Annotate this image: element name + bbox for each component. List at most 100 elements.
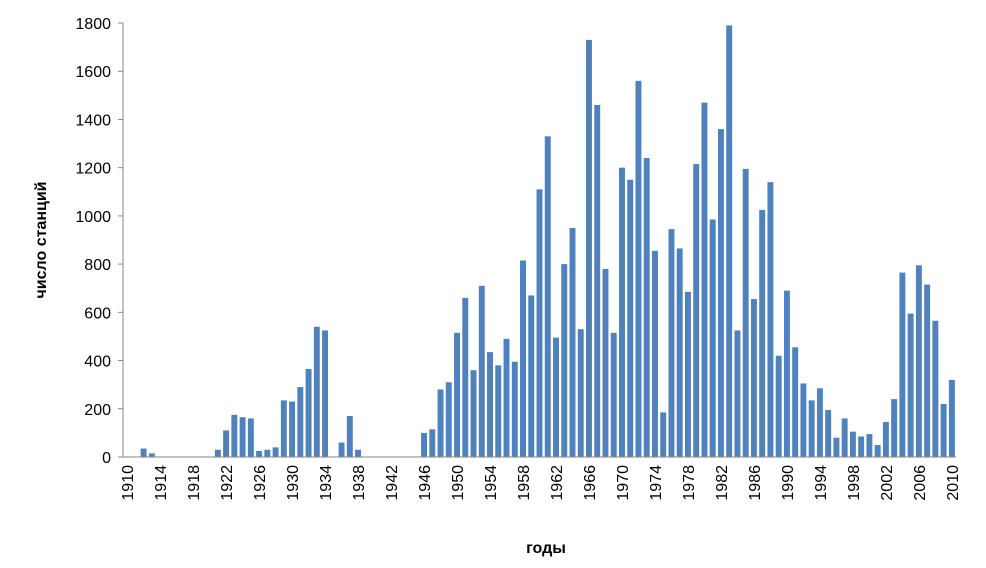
bar [264,449,271,457]
bar [948,379,955,457]
x-tick-label: 2006 [912,465,929,501]
bar [561,264,568,457]
bar [520,260,526,457]
x-tick-label: 1946 [417,465,434,501]
bar [816,388,823,457]
bar [231,414,238,457]
x-tick-label: 1994 [813,465,830,501]
bar [470,370,477,457]
bar [792,347,799,457]
bar [800,383,807,457]
bar [586,39,592,457]
bar [528,295,535,457]
x-tick-label: 1986 [747,465,764,501]
bar [313,326,320,457]
bar [487,352,493,457]
bar [478,285,485,457]
y-tick-label: 1000 [75,209,111,226]
bar [734,330,741,457]
bar [750,299,757,457]
bar [256,450,263,457]
x-tick-label: 1934 [318,465,335,501]
bar [462,297,469,457]
y-tick-label: 800 [84,257,111,274]
bar [454,332,460,457]
x-axis-label: годы [526,540,566,557]
x-tick-label: 1970 [615,465,632,501]
bar [495,365,502,457]
x-tick-label: 1966 [582,465,599,501]
bar [602,268,609,457]
x-tick-label: 1918 [186,465,203,501]
y-tick-label: 600 [84,305,111,322]
bar [841,418,848,457]
x-tick-label: 1914 [153,465,170,501]
y-tick-label: 400 [84,354,111,371]
bar [891,399,898,457]
bar [635,80,642,457]
y-tick-label: 1600 [75,64,111,81]
bar [717,129,724,458]
bar [676,248,683,457]
x-tick-label: 1998 [846,465,863,501]
bar [709,219,716,457]
x-tick-label: 1942 [384,465,401,501]
bar [289,401,296,457]
y-tick-label: 1200 [75,161,111,178]
bar [577,329,584,457]
bar [882,422,889,457]
x-tick-label: 1938 [351,465,368,501]
bar [940,403,947,457]
bar [346,416,353,457]
x-tick-label: 1922 [219,465,236,501]
bar [148,453,155,457]
bar [429,429,436,457]
x-tick-label: 1926 [252,465,269,501]
bar [899,272,906,457]
bar [932,320,939,457]
bar [924,284,931,457]
bar [223,430,230,457]
x-tick-label: 1974 [648,465,665,501]
y-tick-label: 1400 [75,112,111,129]
bar [783,290,790,457]
y-tick-label: 0 [102,450,111,467]
bar [355,449,362,457]
bar [437,389,444,457]
bar [536,189,543,457]
x-tick-label: 1962 [549,465,566,501]
bar [825,409,832,457]
bar [280,400,287,457]
bar [305,368,312,457]
y-tick-label: 1800 [75,16,111,33]
bar [214,449,221,457]
bar [322,330,329,457]
bar [907,313,914,457]
y-tick-label: 200 [84,402,111,419]
x-tick-label: 1990 [780,465,797,501]
bar [569,227,576,457]
bar [338,442,345,457]
bar [684,291,691,457]
bar [619,167,625,457]
bar [858,436,865,457]
bar [660,412,667,457]
bar [445,382,452,457]
bar [610,332,617,457]
x-tick-label: 1958 [516,465,533,501]
bar [767,182,774,457]
bar [775,355,782,457]
bar [421,432,428,457]
bar [759,209,766,457]
bar [643,158,650,457]
bar [874,444,881,457]
x-tick-label: 1930 [285,465,302,501]
bar [511,361,518,457]
bar [627,179,634,457]
x-tick-label: 1982 [714,465,731,501]
bar [544,136,551,458]
x-tick-label: 1954 [483,465,500,501]
bar [247,418,254,457]
x-tick-label: 1978 [681,465,698,501]
bar [140,448,147,457]
